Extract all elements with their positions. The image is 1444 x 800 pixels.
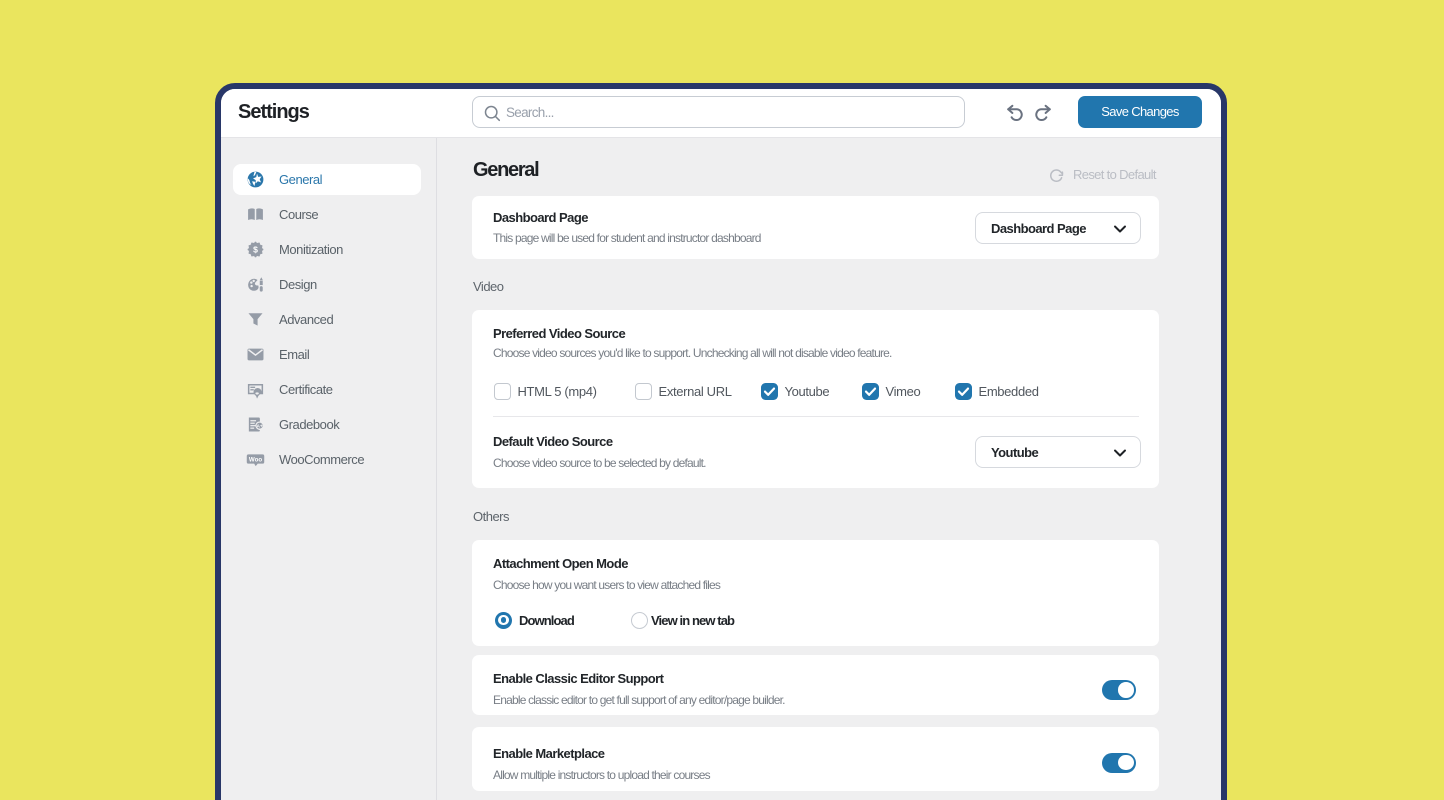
svg-text:Woo: Woo [249,456,262,463]
svg-text:A+: A+ [256,423,262,429]
svg-text:$: $ [253,244,258,254]
